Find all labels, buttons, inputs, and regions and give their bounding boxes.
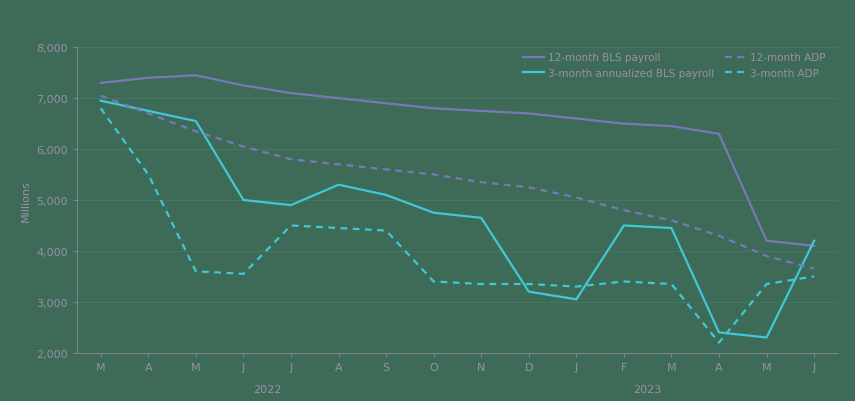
3-month annualized BLS payroll bbox=[381, 193, 392, 198]
3-month ADP bbox=[428, 279, 439, 284]
3-month ADP bbox=[619, 279, 629, 284]
12-month ADP bbox=[191, 130, 201, 134]
12-month BLS payroll bbox=[476, 109, 486, 114]
12-month ADP bbox=[428, 173, 439, 178]
12-month ADP bbox=[809, 267, 819, 271]
3-month ADP bbox=[333, 226, 344, 231]
12-month BLS payroll bbox=[809, 244, 819, 249]
3-month annualized BLS payroll bbox=[96, 99, 106, 104]
3-month annualized BLS payroll bbox=[714, 330, 724, 335]
Y-axis label: Millions: Millions bbox=[21, 180, 31, 221]
12-month ADP bbox=[666, 219, 676, 223]
12-month BLS payroll bbox=[619, 122, 629, 127]
3-month annualized BLS payroll bbox=[191, 119, 201, 124]
12-month ADP bbox=[571, 196, 581, 200]
Text: 2022: 2022 bbox=[253, 384, 281, 394]
12-month ADP bbox=[239, 145, 249, 150]
3-month ADP bbox=[96, 107, 106, 111]
12-month ADP bbox=[762, 254, 772, 259]
12-month BLS payroll bbox=[191, 74, 201, 79]
12-month ADP bbox=[286, 158, 296, 162]
3-month ADP bbox=[381, 229, 392, 233]
12-month BLS payroll bbox=[381, 101, 392, 106]
3-month ADP bbox=[762, 282, 772, 287]
3-month annualized BLS payroll bbox=[809, 239, 819, 243]
3-month ADP bbox=[191, 269, 201, 274]
Line: 12-month ADP: 12-month ADP bbox=[101, 96, 814, 269]
3-month ADP bbox=[143, 173, 153, 178]
12-month BLS payroll bbox=[571, 117, 581, 122]
3-month ADP bbox=[714, 340, 724, 345]
12-month ADP bbox=[381, 168, 392, 172]
12-month BLS payroll bbox=[762, 239, 772, 243]
3-month annualized BLS payroll bbox=[476, 216, 486, 221]
12-month BLS payroll bbox=[666, 124, 676, 129]
3-month ADP bbox=[666, 282, 676, 287]
Text: 2023: 2023 bbox=[634, 384, 662, 394]
12-month BLS payroll bbox=[239, 84, 249, 89]
12-month ADP bbox=[143, 112, 153, 117]
12-month BLS payroll bbox=[428, 107, 439, 111]
12-month BLS payroll bbox=[523, 112, 534, 117]
3-month annualized BLS payroll bbox=[239, 198, 249, 203]
3-month ADP bbox=[523, 282, 534, 287]
Line: 3-month ADP: 3-month ADP bbox=[101, 109, 814, 343]
3-month annualized BLS payroll bbox=[286, 203, 296, 208]
12-month BLS payroll bbox=[714, 132, 724, 137]
3-month annualized BLS payroll bbox=[523, 290, 534, 294]
12-month BLS payroll bbox=[143, 76, 153, 81]
12-month BLS payroll bbox=[333, 97, 344, 101]
12-month ADP bbox=[619, 208, 629, 213]
12-month BLS payroll bbox=[286, 91, 296, 96]
3-month annualized BLS payroll bbox=[571, 297, 581, 302]
3-month ADP bbox=[239, 272, 249, 277]
3-month ADP bbox=[476, 282, 486, 287]
12-month ADP bbox=[523, 185, 534, 190]
Line: 3-month annualized BLS payroll: 3-month annualized BLS payroll bbox=[101, 101, 814, 338]
3-month annualized BLS payroll bbox=[143, 109, 153, 114]
3-month annualized BLS payroll bbox=[762, 335, 772, 340]
12-month ADP bbox=[333, 162, 344, 167]
3-month ADP bbox=[809, 274, 819, 279]
3-month annualized BLS payroll bbox=[333, 183, 344, 188]
3-month ADP bbox=[286, 223, 296, 228]
12-month ADP bbox=[476, 180, 486, 185]
3-month ADP bbox=[571, 284, 581, 289]
3-month annualized BLS payroll bbox=[428, 211, 439, 216]
12-month ADP bbox=[714, 234, 724, 239]
3-month annualized BLS payroll bbox=[666, 226, 676, 231]
12-month ADP bbox=[96, 94, 106, 99]
3-month annualized BLS payroll bbox=[619, 223, 629, 228]
Legend: 12-month BLS payroll, 3-month annualized BLS payroll, 12-month ADP, 3-month ADP: 12-month BLS payroll, 3-month annualized… bbox=[523, 53, 825, 79]
Line: 12-month BLS payroll: 12-month BLS payroll bbox=[101, 76, 814, 246]
12-month BLS payroll bbox=[96, 81, 106, 86]
